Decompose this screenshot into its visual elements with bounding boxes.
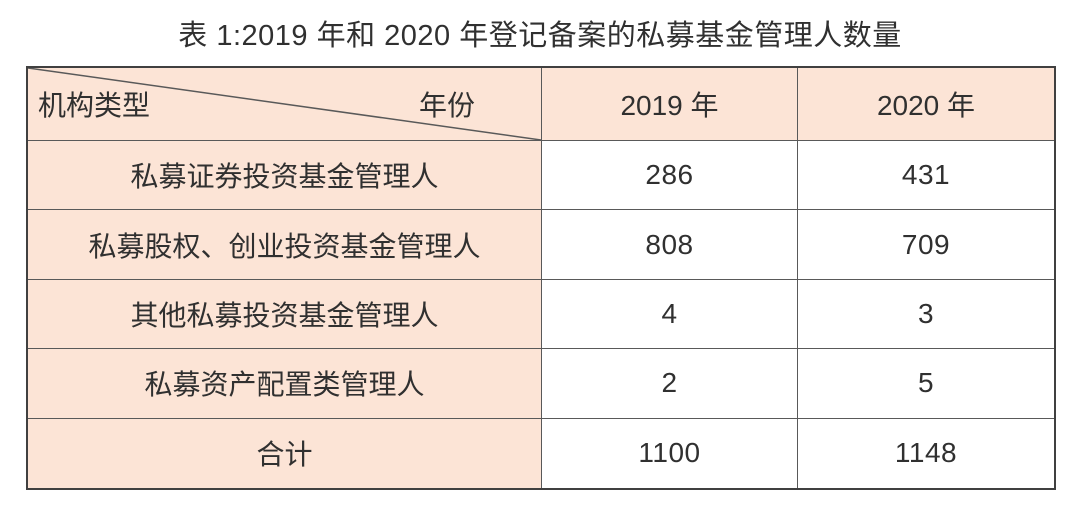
column-header-2019: 2019 年 <box>542 68 798 141</box>
total-value-2020: 1148 <box>798 418 1054 488</box>
data-table: 机构类型 年份 2019 年 2020 年 私募证券投资基金管理人 286 43… <box>26 66 1056 490</box>
corner-header-cell: 机构类型 年份 <box>28 68 542 141</box>
table-caption: 表 1:2019 年和 2020 年登记备案的私募基金管理人数量 <box>178 20 902 52</box>
value-cell-2019: 4 <box>542 279 798 350</box>
corner-col-axis-label: 年份 <box>418 90 475 121</box>
row-label: 私募证券投资基金管理人 <box>28 141 542 211</box>
value-cell-2019: 2 <box>542 349 798 419</box>
value-cell-2020: 5 <box>798 349 1054 419</box>
value-cell-2019: 286 <box>542 141 798 211</box>
row-label: 私募资产配置类管理人 <box>28 349 542 419</box>
value-cell-2020: 431 <box>798 141 1054 211</box>
corner-row-axis-label: 机构类型 <box>38 90 151 121</box>
value-cell-2020: 709 <box>798 210 1054 280</box>
total-value-2019: 1100 <box>542 418 798 488</box>
value-cell-2020: 3 <box>798 279 1054 350</box>
value-cell-2019: 808 <box>542 210 798 280</box>
row-label: 其他私募投资基金管理人 <box>28 279 542 350</box>
total-row-label: 合计 <box>28 418 542 488</box>
column-header-2020: 2020 年 <box>798 68 1054 141</box>
row-label: 私募股权、创业投资基金管理人 <box>28 210 542 280</box>
diagonal-divider-icon <box>28 68 541 140</box>
